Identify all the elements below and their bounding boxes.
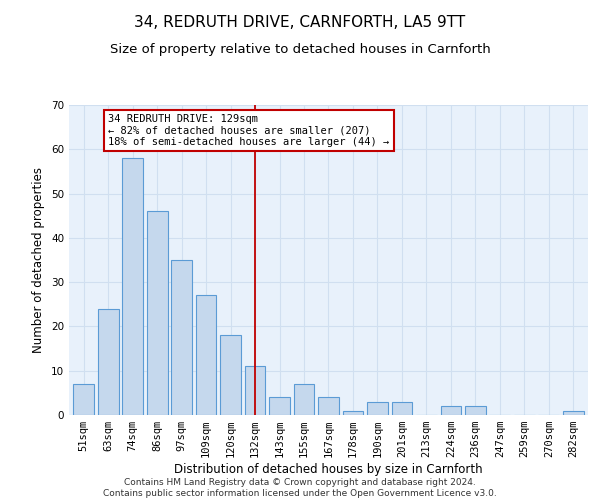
Bar bbox=[367, 402, 388, 415]
Bar bbox=[122, 158, 143, 415]
Bar bbox=[293, 384, 314, 415]
Bar bbox=[171, 260, 192, 415]
Text: Contains HM Land Registry data © Crown copyright and database right 2024.
Contai: Contains HM Land Registry data © Crown c… bbox=[103, 478, 497, 498]
Text: Size of property relative to detached houses in Carnforth: Size of property relative to detached ho… bbox=[110, 42, 490, 56]
Y-axis label: Number of detached properties: Number of detached properties bbox=[32, 167, 46, 353]
Bar bbox=[563, 410, 584, 415]
Bar bbox=[245, 366, 265, 415]
Bar bbox=[196, 296, 217, 415]
Bar bbox=[98, 308, 119, 415]
X-axis label: Distribution of detached houses by size in Carnforth: Distribution of detached houses by size … bbox=[174, 463, 483, 476]
Bar bbox=[269, 398, 290, 415]
Bar bbox=[147, 212, 167, 415]
Text: 34 REDRUTH DRIVE: 129sqm
← 82% of detached houses are smaller (207)
18% of semi-: 34 REDRUTH DRIVE: 129sqm ← 82% of detach… bbox=[108, 114, 389, 147]
Bar bbox=[440, 406, 461, 415]
Bar bbox=[220, 336, 241, 415]
Bar bbox=[318, 398, 339, 415]
Text: 34, REDRUTH DRIVE, CARNFORTH, LA5 9TT: 34, REDRUTH DRIVE, CARNFORTH, LA5 9TT bbox=[134, 15, 466, 30]
Bar bbox=[465, 406, 486, 415]
Bar bbox=[392, 402, 412, 415]
Bar bbox=[73, 384, 94, 415]
Bar bbox=[343, 410, 364, 415]
